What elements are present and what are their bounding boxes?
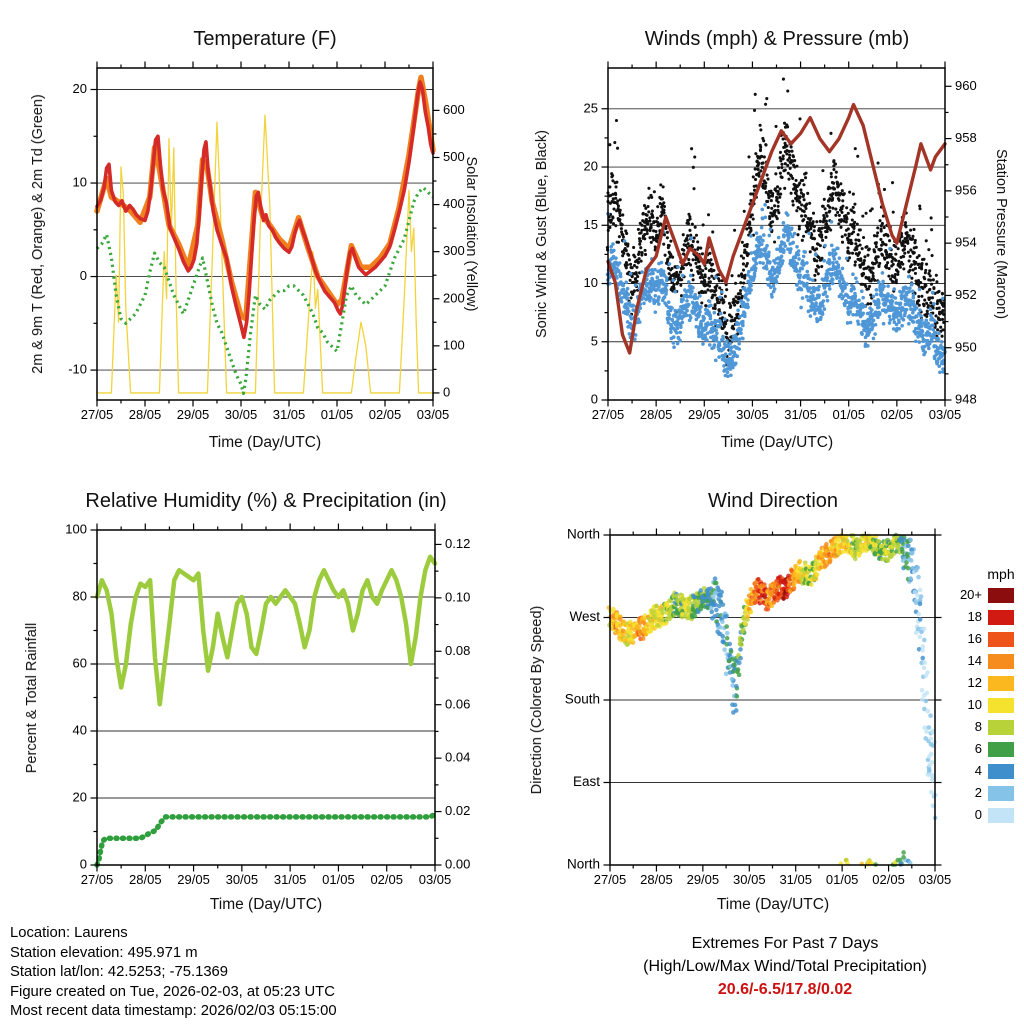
panel-wind-direction: Wind Direction Direction (Colored By Spe… <box>512 470 1024 920</box>
winds-x-axis-label: Time (Day/UTC) <box>720 434 834 451</box>
panel-humidity-precip: Relative Humidity (%) & Precipitation (i… <box>0 470 512 920</box>
temperature-chart-canvas <box>0 0 512 470</box>
humidity-precip-chart-title: Relative Humidity (%) & Precipitation (i… <box>85 490 447 512</box>
extremes-values: 20.6/-6.5/17.8/0.02 <box>717 981 853 998</box>
wind-direction-axis-label: Direction (Colored By Speed) <box>529 605 545 795</box>
humidity-precip-chart-canvas <box>0 470 512 920</box>
extremes-block: Extremes For Past 7 Days (High/Low/Max W… <box>540 932 1024 1001</box>
temperature-chart-title: Temperature (F) <box>193 28 337 50</box>
wind-direction-x-axis-label: Time (Day/UTC) <box>716 896 830 913</box>
panel-temperature: Temperature (F) 2m & 9m T (Red, Orange) … <box>0 0 512 470</box>
temperature-left-axis-label: 2m & 9m T (Red, Orange) & 2m Td (Green) <box>30 94 46 374</box>
panel-winds-pressure: Winds (mph) & Pressure (mb) Sonic Wind &… <box>512 0 1024 470</box>
extremes-subtitle: (High/Low/Max Wind/Total Precipitation) <box>643 958 927 975</box>
winds-pressure-chart-title: Winds (mph) & Pressure (mb) <box>644 28 910 50</box>
extremes-title: Extremes For Past 7 Days <box>691 935 879 952</box>
wind-gust-axis-label: Sonic Wind & Gust (Blue, Black) <box>534 130 550 338</box>
wind-direction-chart-canvas <box>512 470 1024 920</box>
percent-rainfall-axis-label: Percent & Total Rainfall <box>24 622 40 774</box>
station-info-block: Location: Laurens Station elevation: 495… <box>10 924 337 1022</box>
station-elevation: Station elevation: 495.971 m <box>10 944 198 961</box>
station-location: Location: Laurens <box>10 925 128 941</box>
station-latlon: Station lat/lon: 42.5253; -75.1369 <box>10 964 229 980</box>
solar-insolation-axis-label: Solar Insolation (Yellow) <box>463 156 479 312</box>
figure-created: Figure created on Tue, 2026-02-03, at 05… <box>10 983 335 1000</box>
footer: Location: Laurens Station elevation: 495… <box>0 920 1024 1024</box>
wind-direction-chart-title: Wind Direction <box>707 490 839 512</box>
data-timestamp: Most recent data timestamp: 2026/02/03 0… <box>10 1003 337 1019</box>
humidity-x-axis-label: Time (Day/UTC) <box>209 896 323 913</box>
station-pressure-axis-label: Station Pressure (Maroon) <box>993 148 1009 320</box>
winds-pressure-chart-canvas <box>512 0 1024 470</box>
temperature-x-axis-label: Time (Day/UTC) <box>208 434 322 451</box>
